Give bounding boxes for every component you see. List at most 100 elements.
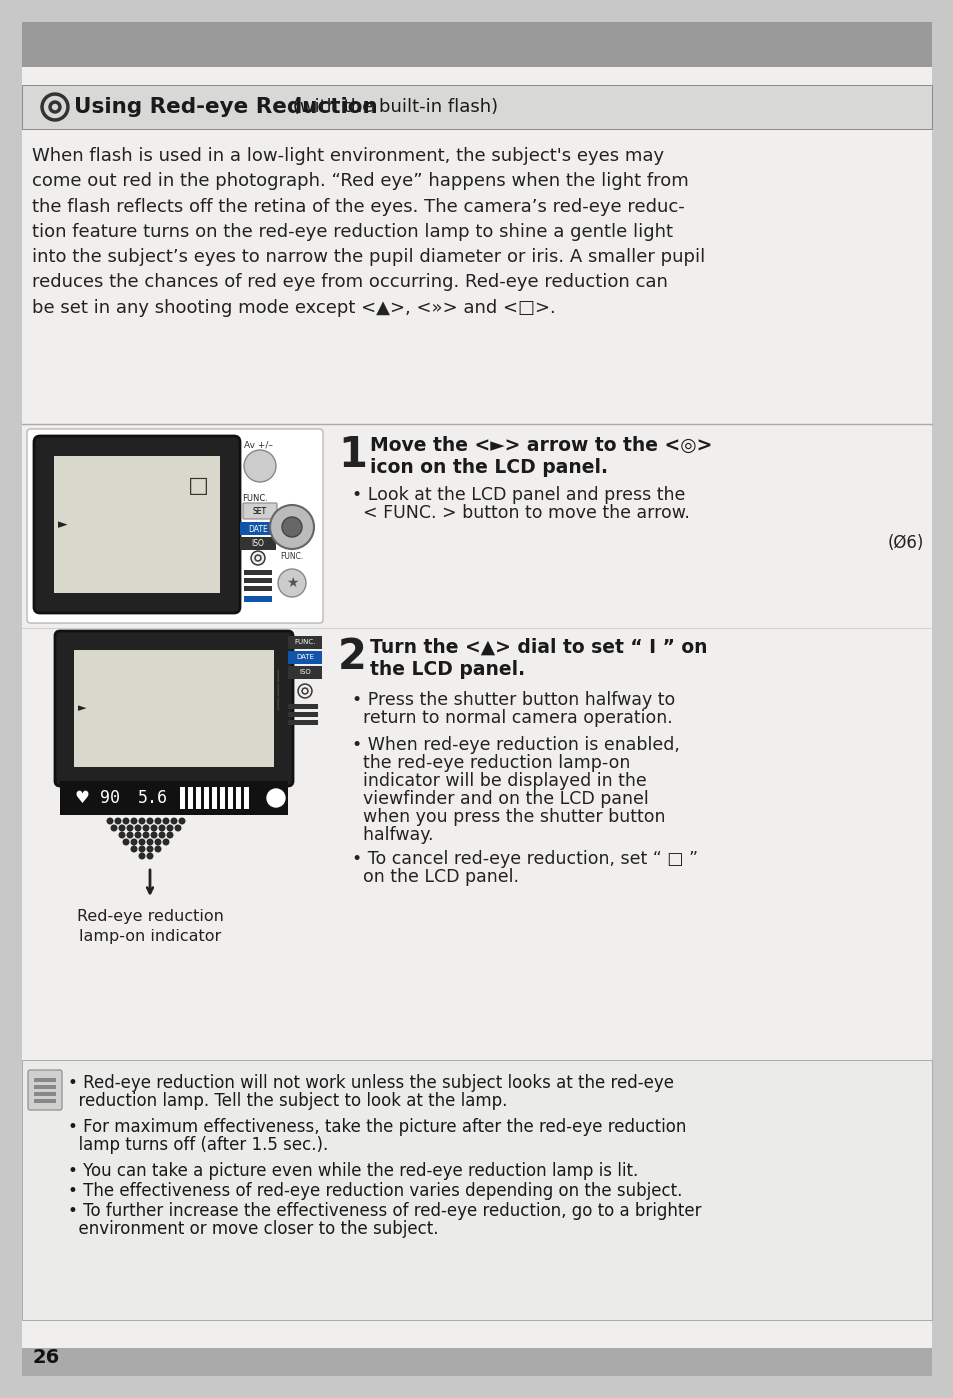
Circle shape: [282, 517, 302, 537]
Text: • To cancel red-eye reduction, set “ □ ”: • To cancel red-eye reduction, set “ □ ”: [352, 850, 698, 868]
Bar: [235, 787, 241, 809]
Circle shape: [151, 825, 156, 830]
FancyBboxPatch shape: [28, 1069, 62, 1110]
Circle shape: [159, 832, 165, 837]
Text: 2: 2: [337, 636, 367, 678]
FancyBboxPatch shape: [243, 503, 276, 519]
Text: DATE: DATE: [295, 654, 314, 660]
Text: • To further increase the effectiveness of red-eye reduction, go to a brighter: • To further increase the effectiveness …: [68, 1202, 700, 1220]
Text: < FUNC. > button to move the arrow.: < FUNC. > button to move the arrow.: [352, 505, 689, 521]
Circle shape: [119, 825, 125, 830]
Circle shape: [139, 846, 145, 851]
Text: FUNC.: FUNC.: [242, 493, 268, 503]
Circle shape: [155, 818, 161, 823]
Text: • Red-eye reduction will not work unless the subject looks at the red-eye: • Red-eye reduction will not work unless…: [68, 1074, 673, 1092]
Text: the LCD panel.: the LCD panel.: [370, 660, 524, 679]
Bar: [180, 787, 185, 809]
Text: (with the built-in flash): (with the built-in flash): [287, 98, 497, 116]
Text: • Press the shutter button halfway to: • Press the shutter button halfway to: [352, 691, 675, 709]
Text: indicator will be displayed in the: indicator will be displayed in the: [352, 772, 646, 790]
Circle shape: [251, 551, 265, 565]
Text: icon on the LCD panel.: icon on the LCD panel.: [370, 459, 607, 477]
Circle shape: [49, 101, 61, 113]
Circle shape: [167, 825, 172, 830]
Text: Av +/–: Av +/–: [244, 440, 273, 449]
Circle shape: [45, 96, 66, 117]
Circle shape: [147, 853, 152, 858]
Bar: [288, 651, 322, 664]
Circle shape: [171, 818, 176, 823]
Circle shape: [139, 853, 145, 858]
Bar: [244, 586, 272, 591]
Bar: [288, 712, 317, 717]
Circle shape: [52, 105, 57, 109]
Circle shape: [132, 818, 136, 823]
Circle shape: [256, 556, 259, 559]
Bar: [34, 1085, 56, 1089]
Bar: [188, 787, 193, 809]
Bar: [195, 787, 201, 809]
Circle shape: [163, 839, 169, 844]
Text: Red-eye reduction
lamp-on indicator: Red-eye reduction lamp-on indicator: [76, 909, 223, 945]
Text: • Look at the LCD panel and press the: • Look at the LCD panel and press the: [352, 487, 684, 505]
FancyBboxPatch shape: [27, 429, 323, 624]
Text: halfway.: halfway.: [352, 826, 433, 844]
Bar: [244, 787, 249, 809]
Text: 26: 26: [32, 1348, 59, 1367]
Circle shape: [127, 832, 132, 837]
FancyBboxPatch shape: [55, 630, 293, 786]
Text: FUNC.: FUNC.: [280, 552, 303, 561]
Text: Move the <►> arrow to the <◎>: Move the <►> arrow to the <◎>: [370, 436, 712, 454]
Text: environment or move closer to the subject.: environment or move closer to the subjec…: [68, 1220, 438, 1239]
Bar: [22, 85, 931, 129]
Text: DATE: DATE: [248, 524, 268, 534]
Text: ★: ★: [286, 576, 298, 590]
Bar: [228, 787, 233, 809]
Text: |: |: [275, 670, 280, 684]
FancyBboxPatch shape: [34, 436, 240, 612]
Bar: [244, 596, 272, 603]
Bar: [240, 521, 275, 535]
Circle shape: [297, 684, 312, 698]
Text: on the LCD panel.: on the LCD panel.: [352, 868, 518, 886]
Text: • When red-eye reduction is enabled,: • When red-eye reduction is enabled,: [352, 735, 679, 754]
Text: (Ø6): (Ø6): [886, 534, 923, 552]
Bar: [34, 1078, 56, 1082]
Text: ♥: ♥: [75, 788, 90, 807]
Circle shape: [163, 818, 169, 823]
Text: reduction lamp. Tell the subject to look at the lamp.: reduction lamp. Tell the subject to look…: [68, 1092, 507, 1110]
Bar: [244, 570, 272, 575]
Circle shape: [135, 832, 141, 837]
Circle shape: [302, 688, 308, 693]
Bar: [34, 1092, 56, 1096]
Circle shape: [254, 555, 261, 561]
Circle shape: [132, 839, 136, 844]
Circle shape: [139, 818, 145, 823]
Circle shape: [253, 552, 263, 563]
Circle shape: [277, 569, 306, 597]
Bar: [22, 1060, 931, 1320]
Circle shape: [119, 832, 125, 837]
Bar: [204, 787, 209, 809]
Circle shape: [270, 505, 314, 549]
Text: viewfinder and on the LCD panel: viewfinder and on the LCD panel: [352, 790, 648, 808]
Text: the red-eye reduction lamp-on: the red-eye reduction lamp-on: [352, 754, 630, 772]
Bar: [244, 577, 272, 583]
Bar: [54, 456, 220, 593]
Bar: [288, 636, 322, 649]
Text: 90: 90: [100, 788, 120, 807]
Circle shape: [155, 846, 161, 851]
Bar: [212, 787, 216, 809]
Text: SET: SET: [253, 506, 267, 516]
Circle shape: [143, 832, 149, 837]
Circle shape: [132, 846, 136, 851]
Bar: [288, 720, 317, 726]
Text: Turn the <▲> dial to set “ I ” on: Turn the <▲> dial to set “ I ” on: [370, 637, 707, 657]
Text: □: □: [188, 475, 209, 496]
Circle shape: [147, 818, 152, 823]
Text: • You can take a picture even while the red-eye reduction lamp is lit.: • You can take a picture even while the …: [68, 1162, 638, 1180]
Circle shape: [41, 94, 69, 122]
Text: when you press the shutter button: when you press the shutter button: [352, 808, 665, 826]
Text: ►: ►: [78, 703, 87, 713]
Text: ISO: ISO: [252, 538, 264, 548]
